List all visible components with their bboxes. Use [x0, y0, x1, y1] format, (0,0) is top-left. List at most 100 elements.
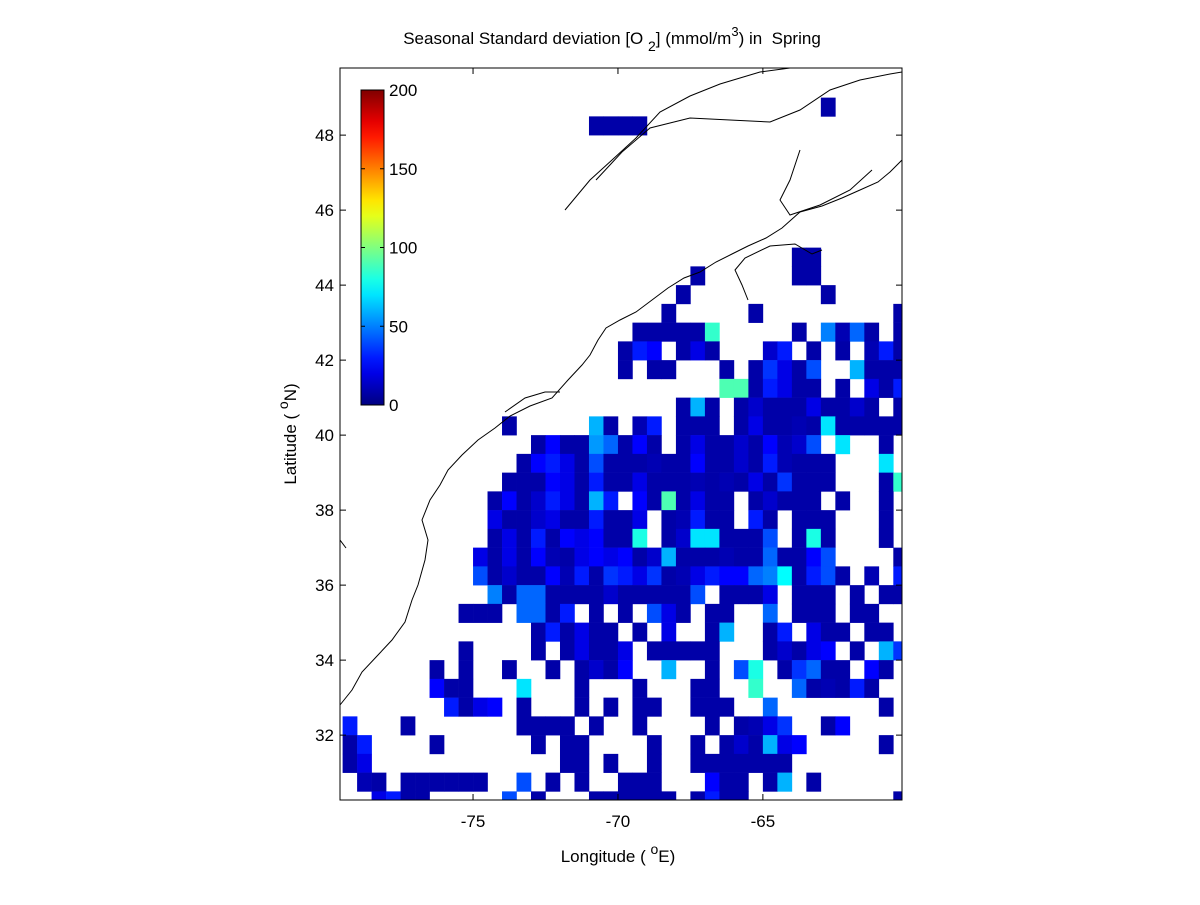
cell: [762, 378, 778, 398]
cell: [690, 735, 706, 755]
cell: [574, 735, 590, 755]
cell: [791, 397, 807, 417]
cell: [806, 566, 822, 586]
cell: [661, 491, 677, 511]
cell: [574, 697, 590, 717]
cell: [559, 435, 575, 455]
cell: [531, 791, 546, 800]
cell: [719, 791, 735, 800]
cell: [661, 360, 677, 380]
cell: [704, 322, 720, 342]
cell: [531, 566, 546, 586]
cell: [487, 585, 503, 605]
cell: [516, 510, 532, 530]
cell: [835, 378, 851, 398]
cell: [661, 791, 677, 800]
cell: [748, 660, 764, 680]
cell: [690, 697, 706, 717]
cell: [690, 453, 706, 473]
cell: [458, 697, 474, 717]
cell: [588, 791, 604, 800]
cell: [748, 416, 764, 436]
cell: [748, 360, 764, 380]
cell: [806, 528, 822, 548]
cell: [704, 603, 720, 623]
cell: [762, 341, 778, 361]
cell: [762, 472, 778, 492]
cell: [806, 435, 822, 455]
cell: [632, 341, 648, 361]
cell: [690, 266, 706, 286]
cell: [777, 641, 793, 661]
cell: [675, 397, 691, 417]
cell: [690, 566, 706, 586]
cell: [617, 660, 633, 680]
cell: [791, 510, 807, 530]
cell: [516, 585, 532, 605]
cell: [835, 660, 851, 680]
cell: [820, 585, 836, 605]
cell: [458, 660, 474, 680]
cell: [864, 322, 880, 342]
cell: [632, 322, 648, 342]
cell: [791, 491, 807, 511]
cell: [632, 716, 648, 736]
cell: [588, 472, 604, 492]
cell: [777, 416, 793, 436]
cell: [806, 641, 822, 661]
cell: [661, 453, 677, 473]
y-tick-label: 32: [315, 726, 334, 745]
cell: [559, 622, 575, 642]
cell: [574, 585, 590, 605]
cell: [632, 510, 648, 530]
cell: [762, 566, 778, 586]
cell: [733, 585, 749, 605]
x-tick-label: -70: [606, 812, 631, 831]
cell: [791, 266, 807, 286]
cell: [748, 491, 764, 511]
cell: [878, 435, 894, 455]
cell: [704, 622, 720, 642]
cell: [893, 566, 902, 586]
cell: [849, 360, 865, 380]
cell: [762, 735, 778, 755]
cell: [661, 622, 677, 642]
cell: [704, 791, 720, 800]
cell: [777, 622, 793, 642]
cell: [820, 660, 836, 680]
cell: [762, 716, 778, 736]
cell: [531, 491, 546, 511]
cell: [502, 472, 517, 492]
cell: [646, 772, 662, 792]
cell: [864, 397, 880, 417]
cell: [516, 491, 532, 511]
cell: [516, 772, 532, 792]
cell: [849, 322, 865, 342]
cell: [893, 303, 902, 323]
cell: [748, 716, 764, 736]
cell: [820, 528, 836, 548]
cell: [791, 585, 807, 605]
cell: [719, 435, 735, 455]
cell: [835, 491, 851, 511]
cell: [603, 753, 619, 773]
title-superscript: 3: [731, 24, 738, 39]
label-part: N): [281, 383, 300, 401]
cell: [342, 753, 358, 773]
cell: [690, 416, 706, 436]
cell: [444, 772, 459, 792]
cell: [748, 435, 764, 455]
cell: [342, 716, 358, 736]
cell: [806, 472, 822, 492]
cell: [487, 547, 503, 567]
cell: [516, 528, 532, 548]
cell: [487, 603, 503, 623]
cell: [791, 678, 807, 698]
cell: [661, 660, 677, 680]
cell: [559, 641, 575, 661]
cell: [632, 435, 648, 455]
cell: [777, 453, 793, 473]
cell: [646, 416, 662, 436]
cell: [762, 453, 778, 473]
cell: [574, 510, 590, 530]
